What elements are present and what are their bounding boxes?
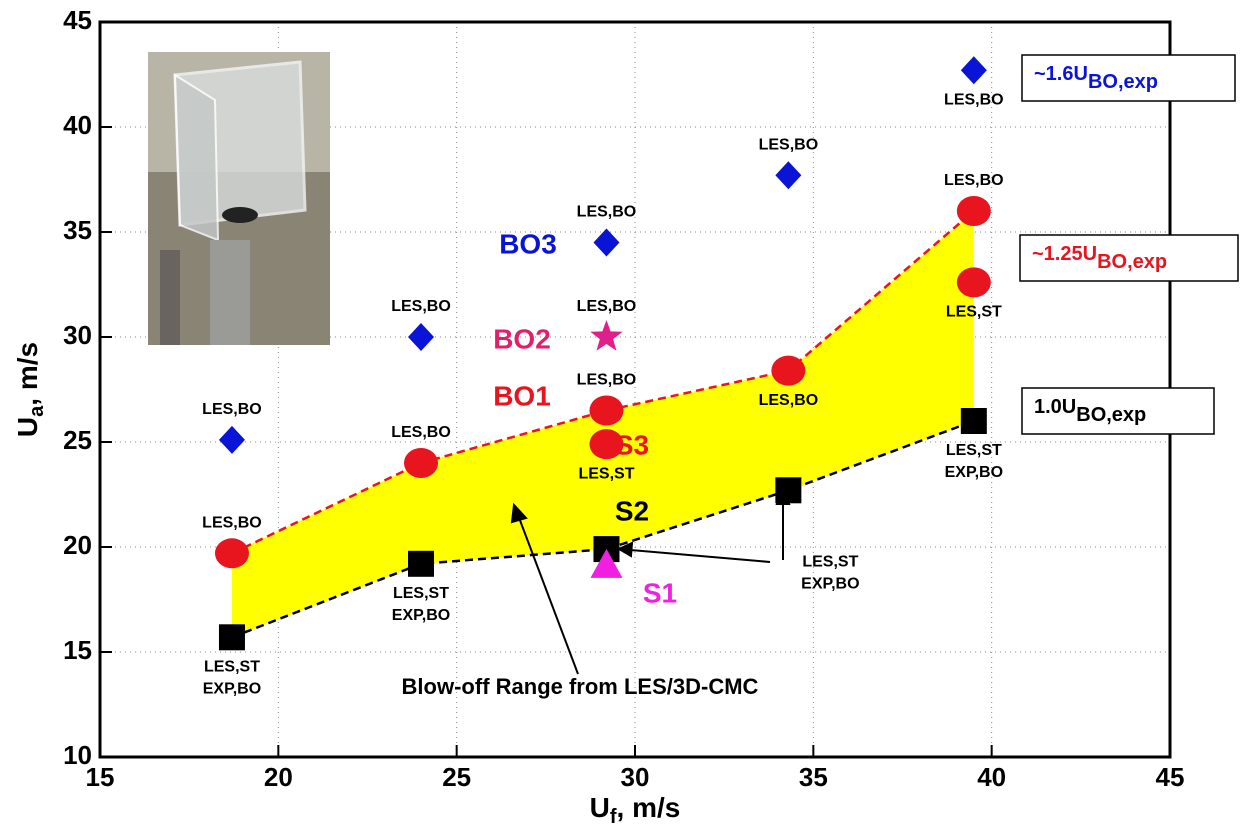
marker — [590, 548, 623, 578]
marker — [593, 228, 620, 257]
point-label: LES,ST — [393, 585, 449, 602]
y-tick-label: 15 — [63, 635, 92, 665]
series-line — [231, 419, 975, 639]
x-tick-label: 15 — [86, 762, 115, 792]
annotation: S2 — [615, 495, 649, 526]
y-tick-label: 35 — [63, 215, 92, 245]
x-tick-label: 40 — [977, 762, 1006, 792]
marker — [960, 56, 987, 85]
y-axis-title-sub: a — [26, 405, 48, 417]
marker — [404, 448, 438, 478]
ratio-label: ~1.6UBO,exp — [1034, 63, 1158, 93]
marker — [775, 477, 802, 504]
y-tick-label: 20 — [63, 530, 92, 560]
marker — [214, 538, 249, 569]
point-label: LES,BO — [577, 372, 637, 389]
point-label: LES,BO — [759, 137, 819, 154]
point-label: LES,ST — [204, 659, 260, 676]
point-label: LES,BO — [577, 298, 637, 315]
point-label: EXP,BO — [801, 576, 859, 593]
point-label: LES,BO — [391, 298, 451, 315]
x-tick-label: 25 — [442, 762, 471, 792]
annotation: BO3 — [499, 228, 557, 259]
marker — [775, 161, 802, 190]
x-axis-title-rest: , m/s — [617, 792, 681, 823]
point-label: LES,ST — [946, 304, 1002, 321]
marker — [960, 408, 987, 434]
x-tick-label: 30 — [621, 762, 650, 792]
x-axis-title-main: U — [590, 792, 610, 823]
marker — [408, 550, 434, 577]
marker — [589, 395, 624, 426]
ratio-box — [1021, 387, 1215, 435]
annotation: S1 — [643, 577, 677, 608]
point-label: LES,ST — [946, 442, 1002, 459]
point-label: LES,BO — [944, 172, 1004, 189]
y-axis-title-main: U — [12, 417, 43, 437]
ratio-box — [1019, 234, 1239, 282]
annotation: Blow-off Range from LES/3D-CMC — [402, 674, 759, 699]
point-label: LES,BO — [944, 92, 1004, 109]
annotation: BO1 — [493, 380, 551, 411]
ratio-box — [1021, 54, 1236, 102]
marker — [408, 323, 434, 351]
marker — [590, 320, 623, 351]
ratio-main: 1.0U — [1034, 396, 1076, 418]
point-label: LES,BO — [202, 401, 262, 418]
ratio-main: ~1.6U — [1034, 63, 1088, 85]
series-line — [231, 210, 975, 555]
point-label: LES,BO — [577, 204, 637, 221]
ratio-sub: BO,exp — [1076, 404, 1146, 426]
point-label: EXP,BO — [203, 681, 261, 698]
point-label: LES,ST — [802, 554, 858, 571]
y-tick-label: 30 — [63, 320, 92, 350]
point-label: LES,ST — [578, 465, 634, 482]
marker — [218, 425, 245, 454]
point-label: LES,BO — [391, 424, 451, 441]
marker — [956, 196, 991, 226]
y-tick-label: 40 — [63, 110, 92, 140]
marker — [771, 355, 806, 386]
x-tick-label: 45 — [1156, 762, 1185, 792]
point-label: LES,BO — [759, 392, 819, 409]
ratio-label: ~1.25UBO,exp — [1032, 243, 1167, 273]
y-tick-label: 25 — [63, 425, 92, 455]
marker — [218, 624, 245, 651]
marker — [589, 429, 624, 460]
x-axis-title-sub: f — [610, 806, 617, 828]
annotation: BO2 — [493, 323, 551, 354]
y-tick-label: 45 — [63, 5, 92, 35]
y-axis-title-rest: , m/s — [12, 342, 43, 406]
point-label: LES,BO — [202, 515, 262, 532]
ratio-main: ~1.25U — [1032, 243, 1097, 265]
x-tick-label: 35 — [799, 762, 828, 792]
ratio-sub: BO,exp — [1088, 71, 1158, 93]
y-axis-title: Ua, m/s — [12, 342, 48, 437]
photo — [148, 52, 330, 345]
x-tick-label: 20 — [264, 762, 293, 792]
marker — [956, 267, 991, 298]
point-label: EXP,BO — [392, 607, 450, 624]
ratio-sub: BO,exp — [1097, 251, 1167, 273]
ratio-label: 1.0UBO,exp — [1034, 396, 1146, 426]
y-tick-label: 10 — [63, 740, 92, 770]
point-label: EXP,BO — [945, 464, 1003, 481]
x-axis-title: Uf, m/s — [590, 792, 681, 828]
